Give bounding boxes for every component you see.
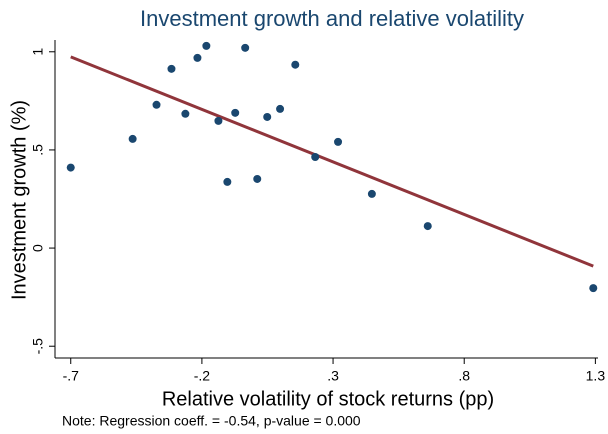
point xyxy=(311,152,320,161)
point xyxy=(128,134,137,143)
point xyxy=(214,116,223,125)
point xyxy=(223,177,232,186)
point xyxy=(193,53,202,62)
x-tick-label: .8 xyxy=(458,368,470,384)
point xyxy=(202,41,211,50)
point xyxy=(589,284,598,293)
y-axis-label: Investment growth (%) xyxy=(8,100,30,300)
x-tick-label: -.7 xyxy=(63,368,80,384)
x-tick-label: -.2 xyxy=(194,368,211,384)
fit-line xyxy=(70,55,594,268)
y-tick-label: 0 xyxy=(30,244,46,252)
point xyxy=(334,137,343,146)
point xyxy=(291,60,300,69)
chart-title: Investment growth and relative volatilit… xyxy=(140,6,524,31)
point xyxy=(181,109,190,118)
x-axis-label: Relative volatility of stock returns (pp… xyxy=(162,388,494,410)
x-tick-label: .3 xyxy=(327,368,339,384)
note: Note: Regression coeff. = -0.54, p-value… xyxy=(62,413,361,429)
point xyxy=(276,104,285,113)
point xyxy=(263,112,272,121)
point xyxy=(423,222,432,231)
point xyxy=(241,43,250,52)
y-tick-label: 1 xyxy=(30,48,46,56)
x-tick-label: 1.3 xyxy=(586,368,606,384)
point xyxy=(253,174,262,183)
point xyxy=(66,163,75,172)
point xyxy=(231,108,240,117)
point xyxy=(167,64,176,73)
point xyxy=(152,100,161,109)
y-tick-label: -.5 xyxy=(30,338,46,355)
point xyxy=(367,189,376,198)
y-tick-label: .5 xyxy=(30,144,46,156)
